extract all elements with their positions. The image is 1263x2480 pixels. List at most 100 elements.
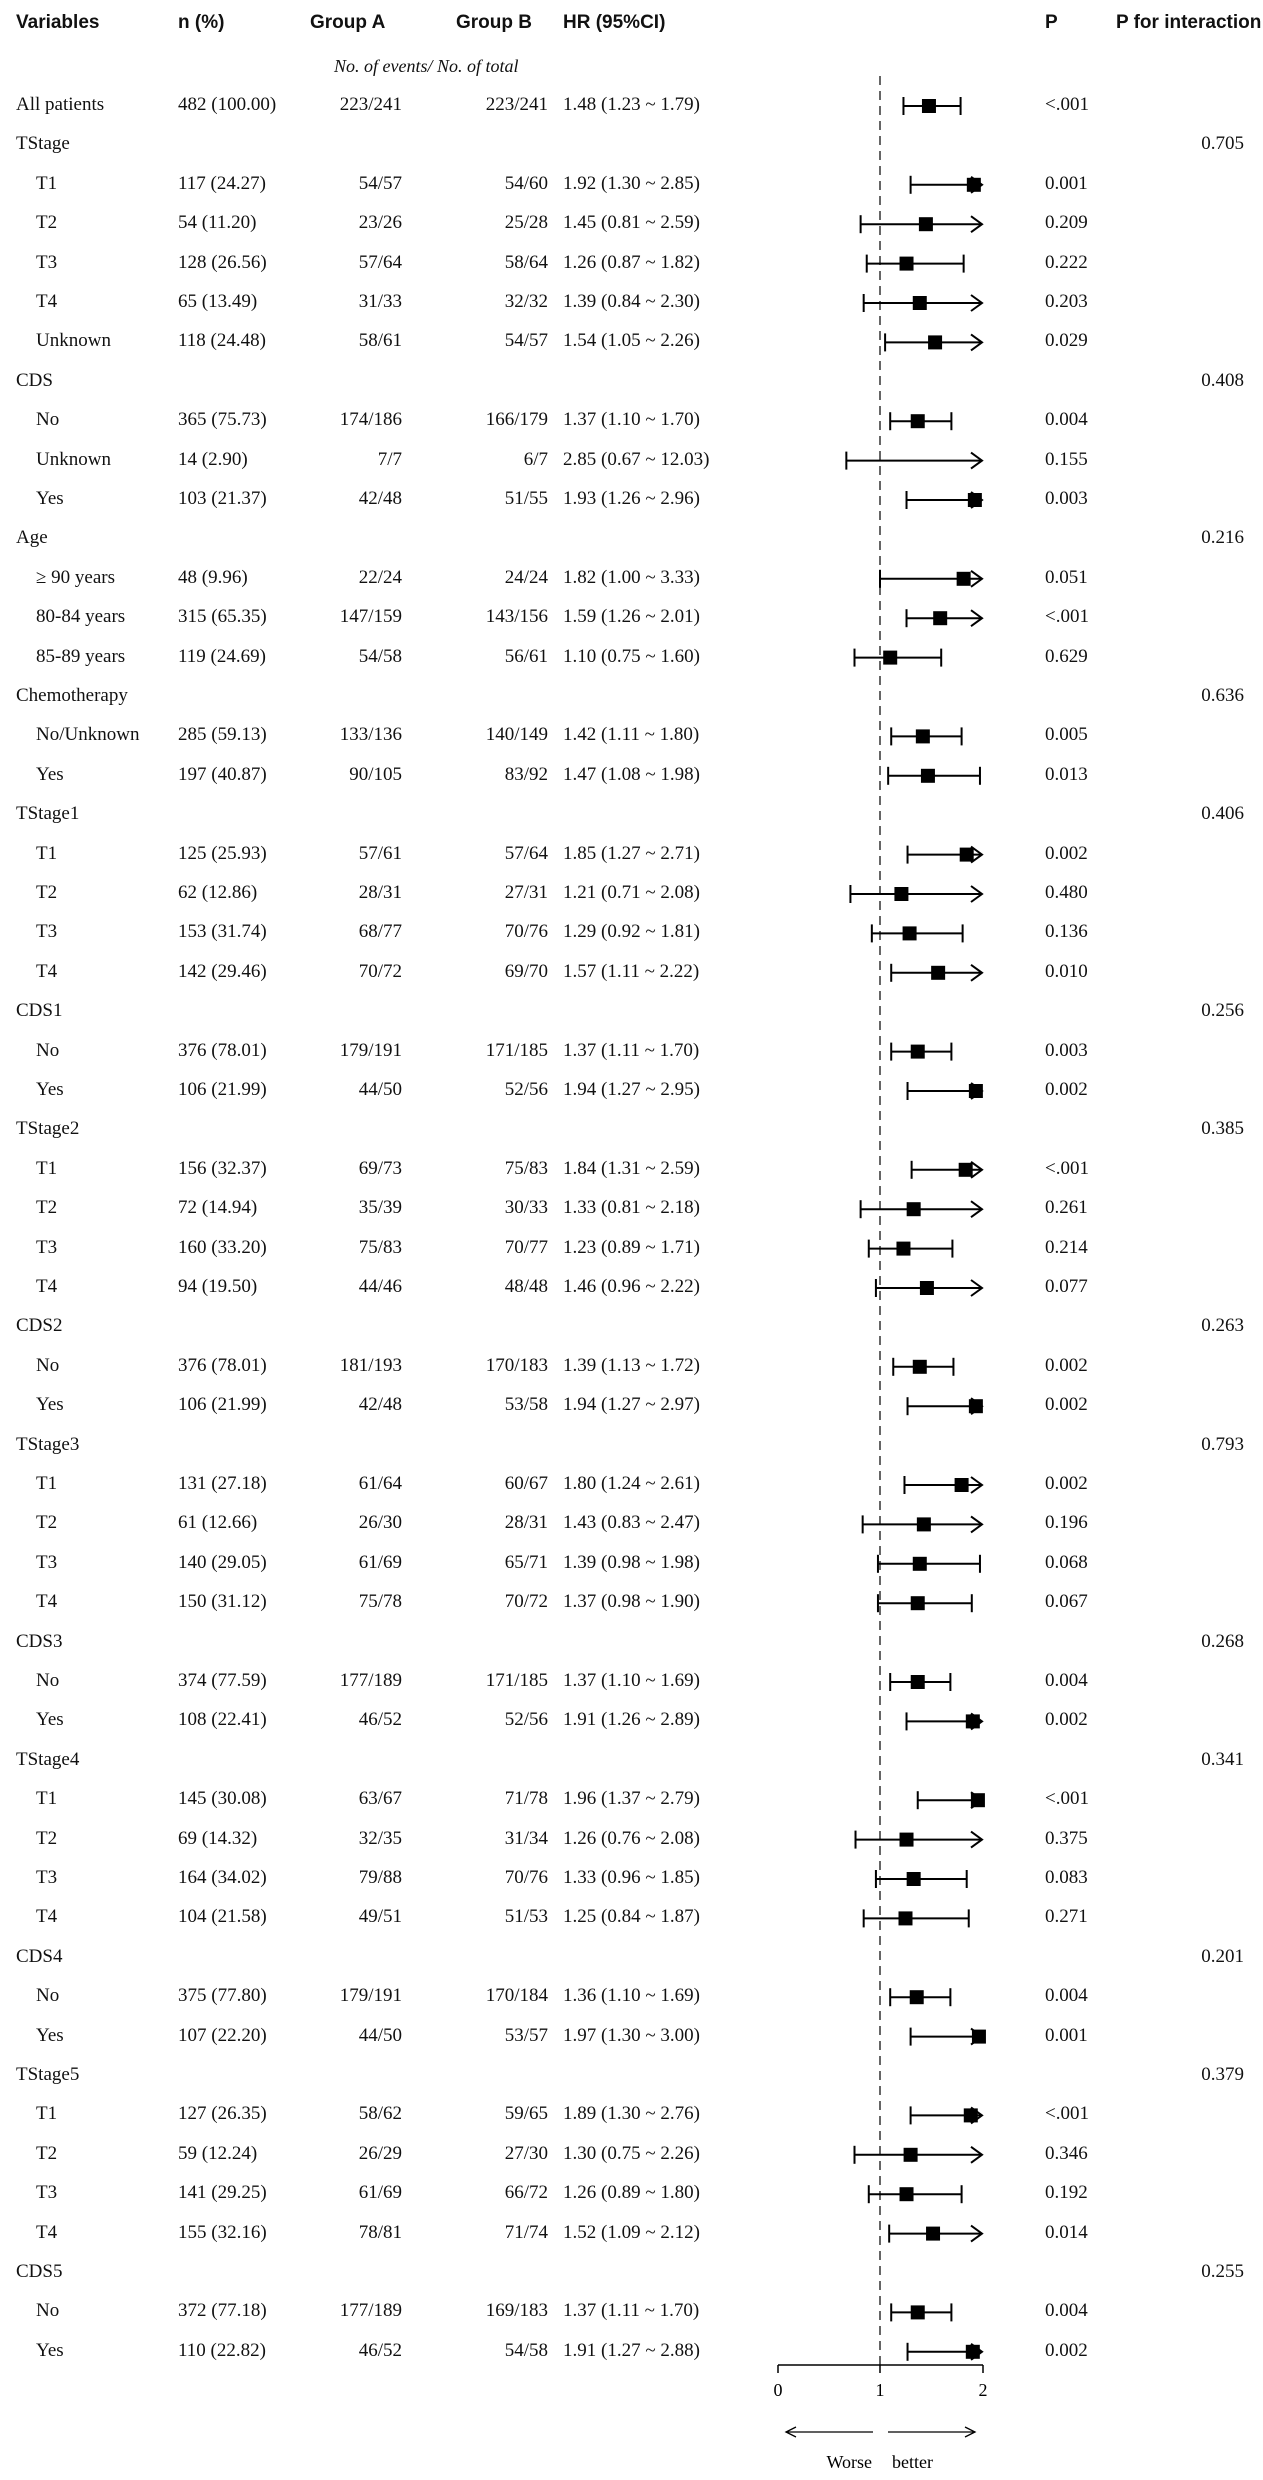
row-group-b: 83/92 — [504, 763, 548, 785]
row-label: TStage2 — [16, 1118, 80, 1140]
row-hr: 1.26 (0.89 ~ 1.80) — [563, 2182, 700, 2204]
row-group-b: 30/33 — [504, 1197, 548, 1219]
row-group-b: 70/77 — [504, 1236, 548, 1258]
hr-point — [916, 1517, 931, 1532]
row-n: 72 (14.94) — [178, 1197, 258, 1219]
row-n: 285 (59.13) — [178, 724, 267, 746]
x-tick-label: 2 — [979, 2380, 988, 2400]
row-group-b: 53/57 — [504, 2024, 548, 2046]
row-hr: 1.29 (0.92 ~ 1.81) — [563, 921, 700, 943]
row-p: 0.004 — [1045, 1985, 1088, 2007]
hr-point — [970, 1793, 985, 1808]
row-group-a: 79/88 — [358, 1867, 402, 1888]
table-row: Yes 110 (22.82) 46/52 54/58 1.91 (1.27 ~ 2.8… — [0, 2337, 1263, 2367]
table-row: 80-84 years 315 (65.35) 147/159 143/156 1.59… — [0, 603, 1263, 633]
row-group-b: 6/7 — [523, 448, 548, 470]
row-label: T2 — [36, 1512, 58, 1534]
row-n: 156 (32.37) — [178, 1157, 267, 1179]
row-n: 160 (33.20) — [178, 1236, 267, 1258]
table-row: CDS3 0.268 — [0, 1628, 1263, 1658]
table-row: Yes 108 (22.41) 46/52 52/56 1.91 (1.26 ~ 2.8… — [0, 1706, 1263, 1736]
ci-arrow — [970, 2145, 984, 2164]
row-label: No/Unknown — [36, 724, 140, 746]
worse-arrowhead — [784, 2426, 797, 2438]
row-hr: 1.97 (1.30 ~ 3.00) — [563, 2024, 700, 2046]
row-p-interaction: 0.385 — [1201, 1118, 1244, 1140]
row-label: T2 — [36, 1827, 58, 1849]
row-group-a: 42/48 — [358, 1394, 402, 1416]
row-n: 127 (26.35) — [178, 2103, 267, 2125]
row-label: TStage1 — [16, 803, 80, 825]
row-p-interaction: 0.408 — [1201, 369, 1244, 391]
row-hr: 1.30 (0.75 ~ 2.26) — [563, 2142, 700, 2164]
table-row: ≥ 90 years 48 (9.96) 22/24 24/24 1.82 (1.00 … — [0, 564, 1263, 594]
hr-point — [926, 2226, 941, 2241]
row-hr: 1.52 (1.09 ~ 2.12) — [563, 2221, 700, 2243]
table-row: CDS2 0.263 — [0, 1312, 1263, 1342]
row-p: 0.068 — [1045, 1551, 1088, 1573]
row-label: Chemotherapy — [16, 685, 128, 706]
row-label: Yes — [36, 488, 64, 509]
row-p-interaction: 0.201 — [1201, 1945, 1244, 1967]
row-p-interaction: 0.705 — [1201, 133, 1244, 155]
row-n: 117 (24.27) — [178, 172, 266, 194]
row-p: 0.003 — [1045, 1039, 1088, 1061]
row-hr: 1.93 (1.26 ~ 2.96) — [563, 488, 700, 509]
row-group-b: 56/61 — [504, 645, 548, 667]
row-group-a: 49/51 — [358, 1906, 402, 1928]
better-arrowhead — [964, 2426, 977, 2438]
row-group-a: 54/58 — [358, 645, 402, 667]
table-row: TStage 0.705 — [0, 130, 1263, 160]
hr-point — [912, 1556, 927, 1571]
row-n: 482 (100.00) — [178, 94, 277, 115]
table-row: T4 104 (21.58) 49/51 51/53 1.25 (0.84 ~ 1.87… — [0, 1903, 1263, 1933]
row-hr: 1.39 (1.13 ~ 1.72) — [563, 1354, 700, 1376]
row-group-b: 70/76 — [504, 921, 548, 943]
row-n: 128 (26.56) — [178, 251, 267, 273]
row-label: Yes — [36, 1079, 64, 1100]
row-group-a: 44/46 — [358, 1276, 402, 1297]
row-group-a: 54/57 — [358, 172, 402, 194]
hr-point — [968, 1084, 983, 1098]
row-p: 0.192 — [1045, 2182, 1088, 2204]
hr-point — [928, 335, 943, 350]
row-hr: 1.33 (0.81 ~ 2.18) — [563, 1197, 700, 1219]
row-p-interaction: 0.341 — [1201, 1748, 1244, 1770]
ci-arrow — [970, 845, 984, 864]
row-group-b: 27/30 — [504, 2142, 548, 2164]
row-p: 0.261 — [1045, 1197, 1088, 1219]
hr-point — [918, 217, 933, 232]
row-n: 106 (21.99) — [178, 1079, 267, 1100]
row-label: T3 — [36, 921, 58, 943]
row-p: 0.629 — [1045, 645, 1088, 667]
row-n: 375 (77.80) — [178, 1985, 267, 2007]
row-group-a: 28/31 — [358, 882, 402, 903]
row-p: 0.077 — [1045, 1276, 1088, 1297]
row-p: 0.010 — [1045, 960, 1088, 982]
row-n: 155 (32.16) — [178, 2221, 267, 2243]
row-hr: 1.91 (1.26 ~ 2.89) — [563, 1709, 700, 1731]
row-group-a: 179/191 — [339, 1985, 402, 2007]
row-n: 153 (31.74) — [178, 921, 267, 943]
header-variables: Variables — [16, 12, 100, 33]
ci-arrow — [970, 451, 984, 470]
table-row: T2 69 (14.32) 32/35 31/34 1.26 (0.76 ~ 2.08)… — [0, 1825, 1263, 1855]
hr-point — [883, 650, 898, 665]
ci-arrow — [970, 294, 984, 312]
row-hr: 1.23 (0.89 ~ 1.71) — [563, 1236, 700, 1258]
row-group-b: 32/32 — [504, 291, 548, 312]
row-group-b: 65/71 — [504, 1551, 548, 1573]
row-n: 108 (22.41) — [178, 1709, 267, 1731]
row-group-b: 69/70 — [504, 960, 548, 982]
header-hr: HR (95%CI) — [563, 12, 666, 33]
row-hr: 1.46 (0.96 ~ 2.22) — [563, 1276, 700, 1297]
row-label: TStage4 — [16, 1748, 80, 1770]
row-group-b: 59/65 — [504, 2103, 548, 2125]
row-group-b: 143/156 — [485, 606, 548, 628]
row-p-interaction: 0.263 — [1201, 1315, 1244, 1337]
row-group-a: 26/29 — [358, 2142, 402, 2164]
row-hr: 1.47 (1.08 ~ 1.98) — [563, 763, 700, 785]
hr-point — [899, 1832, 914, 1847]
row-group-a: 70/72 — [358, 960, 402, 982]
